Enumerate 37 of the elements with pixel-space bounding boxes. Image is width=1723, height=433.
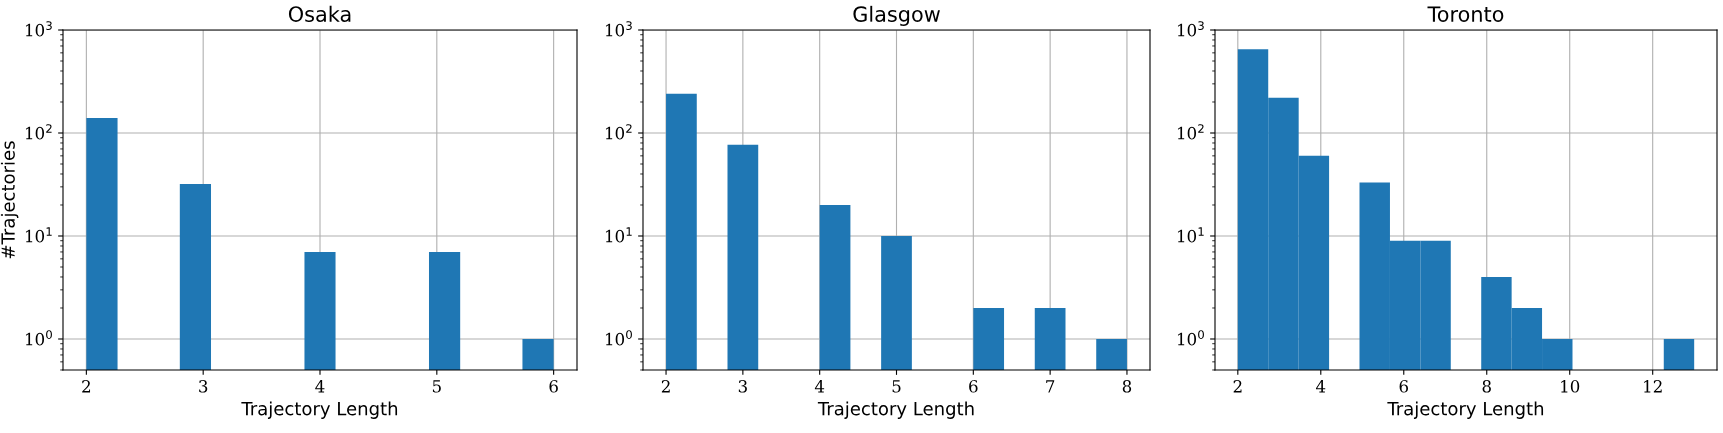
x-tick-label: 6 [1399,380,1409,393]
y-tick-label: 10$^{0}$ [605,330,632,346]
y-tick-label: 10$^{3}$ [1177,21,1204,37]
x-tick-label: 12 [1644,380,1662,393]
chart-title: Glasgow [853,5,940,26]
x-tick-label: 2 [82,380,91,393]
y-tick-label: 10$^{3}$ [25,21,52,37]
y-tick-label: 10$^{0}$ [25,330,52,346]
y-tick-label: 10$^{3}$ [605,21,632,37]
x-tick-label: 2 [1233,380,1242,393]
x-tick-label: 6 [549,380,558,393]
y-tick-label: 10$^{0}$ [1177,330,1204,346]
x-tick-label: 7 [1046,380,1055,393]
x-tick-label: 3 [199,380,208,393]
y-axis-title: #Trajectories [0,141,19,259]
x-axis-title: Trajectory Length [1387,401,1544,419]
x-tick-label: 3 [738,380,747,393]
y-tick-label: 10$^{1}$ [25,227,52,243]
x-tick-label: 4 [1316,380,1326,393]
x-axis-title: Trajectory Length [817,401,974,419]
x-tick-label: 8 [1122,380,1132,393]
x-tick-label: 6 [969,380,978,393]
x-tick-label: 4 [814,380,825,393]
y-tick-label: 10$^{1}$ [605,227,632,243]
x-tick-label: 5 [432,380,441,393]
y-tick-label: 10$^{2}$ [25,124,52,140]
y-tick-label: 10$^{1}$ [1177,227,1204,243]
chart-title: Toronto [1427,6,1504,22]
x-tick-label: 2 [661,380,670,393]
x-axis-title: Trajectory Length [241,401,398,419]
y-tick-label: 10$^{2}$ [605,124,632,140]
x-tick-label: 5 [892,380,901,393]
x-tick-label: 4 [315,380,325,393]
chart-title: Osaka [288,5,351,22]
y-tick-label: 10$^{2}$ [1177,124,1204,140]
x-tick-label: 10 [1561,380,1580,393]
x-tick-label: 8 [1482,380,1491,393]
